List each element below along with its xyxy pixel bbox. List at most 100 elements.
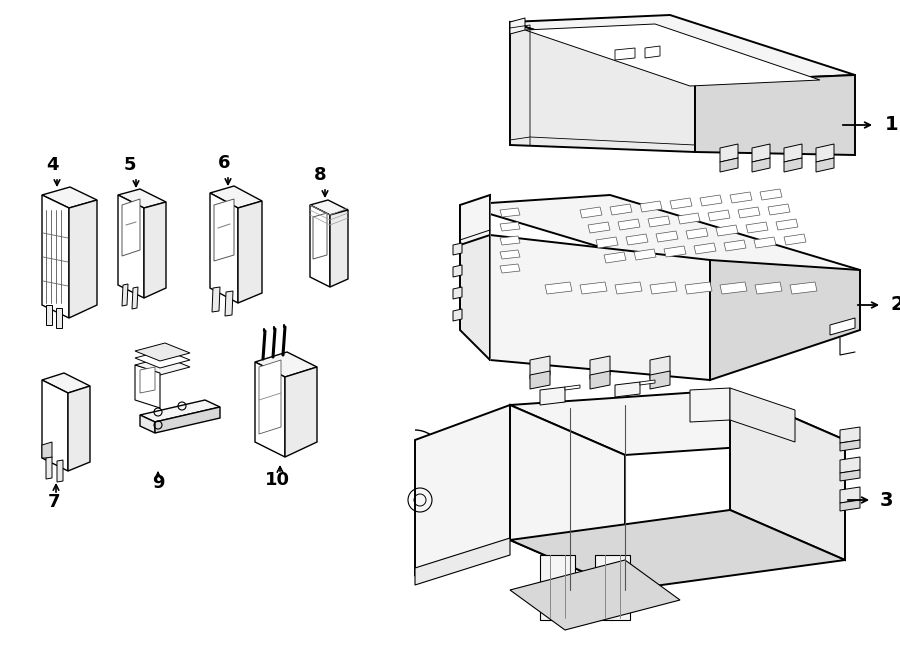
Polygon shape (678, 213, 700, 224)
Polygon shape (700, 195, 722, 206)
Polygon shape (840, 427, 860, 443)
Polygon shape (545, 282, 572, 294)
Polygon shape (460, 195, 490, 245)
Polygon shape (580, 282, 607, 294)
Polygon shape (530, 371, 550, 389)
Polygon shape (310, 205, 330, 287)
Polygon shape (738, 207, 760, 218)
Polygon shape (580, 207, 602, 218)
Polygon shape (122, 199, 140, 256)
Text: 2: 2 (890, 295, 900, 315)
Polygon shape (42, 442, 52, 458)
Polygon shape (640, 380, 655, 385)
Polygon shape (670, 198, 692, 209)
Polygon shape (720, 158, 738, 172)
Polygon shape (840, 470, 860, 481)
Polygon shape (610, 204, 632, 215)
Polygon shape (540, 555, 575, 620)
Text: 9: 9 (152, 474, 164, 492)
Polygon shape (760, 189, 782, 200)
Polygon shape (42, 380, 68, 471)
Polygon shape (225, 291, 233, 316)
Polygon shape (212, 287, 220, 312)
Polygon shape (238, 201, 262, 303)
Polygon shape (460, 195, 860, 280)
Polygon shape (135, 357, 190, 375)
Polygon shape (255, 352, 317, 377)
Polygon shape (640, 201, 662, 212)
Polygon shape (415, 538, 510, 585)
Polygon shape (140, 415, 155, 433)
Polygon shape (634, 249, 656, 260)
Polygon shape (510, 18, 525, 34)
Polygon shape (690, 388, 730, 422)
Polygon shape (645, 46, 660, 58)
Polygon shape (840, 440, 860, 451)
Polygon shape (255, 362, 285, 457)
Polygon shape (500, 264, 520, 273)
Polygon shape (118, 195, 144, 298)
Polygon shape (42, 187, 97, 208)
Text: 6: 6 (218, 154, 230, 172)
Polygon shape (615, 48, 635, 60)
Polygon shape (490, 235, 710, 380)
Polygon shape (588, 222, 610, 233)
Polygon shape (648, 216, 670, 227)
Polygon shape (565, 385, 580, 390)
Polygon shape (155, 407, 220, 433)
Polygon shape (730, 192, 752, 203)
Polygon shape (784, 234, 806, 245)
Polygon shape (210, 193, 238, 303)
Polygon shape (754, 237, 776, 248)
Polygon shape (650, 356, 670, 379)
Polygon shape (816, 144, 834, 162)
Polygon shape (604, 252, 626, 263)
Polygon shape (510, 560, 680, 630)
Polygon shape (752, 158, 770, 172)
Polygon shape (310, 200, 348, 215)
Polygon shape (724, 240, 746, 251)
Polygon shape (746, 222, 768, 233)
Polygon shape (664, 246, 686, 257)
Polygon shape (122, 284, 128, 306)
Polygon shape (790, 282, 817, 294)
Text: 3: 3 (880, 490, 894, 510)
Polygon shape (46, 457, 52, 479)
Polygon shape (140, 367, 155, 393)
Polygon shape (510, 15, 855, 82)
Text: 7: 7 (48, 493, 60, 511)
Polygon shape (755, 282, 782, 294)
Polygon shape (656, 231, 678, 242)
Polygon shape (752, 144, 770, 162)
Polygon shape (695, 75, 855, 155)
Text: 1: 1 (885, 116, 898, 134)
Polygon shape (615, 382, 640, 397)
Polygon shape (500, 250, 520, 259)
Polygon shape (720, 282, 747, 294)
Polygon shape (214, 199, 234, 261)
Polygon shape (596, 237, 618, 248)
Polygon shape (135, 365, 160, 408)
Polygon shape (816, 158, 834, 172)
Polygon shape (615, 282, 642, 294)
Polygon shape (685, 282, 712, 294)
Polygon shape (285, 367, 317, 457)
Polygon shape (46, 305, 52, 325)
Polygon shape (57, 460, 63, 482)
Polygon shape (730, 390, 845, 560)
Polygon shape (56, 308, 62, 328)
Polygon shape (140, 400, 220, 422)
Polygon shape (590, 356, 610, 379)
Text: 8: 8 (314, 166, 327, 184)
Polygon shape (118, 189, 166, 208)
Polygon shape (510, 405, 625, 590)
Polygon shape (415, 405, 510, 575)
Polygon shape (330, 210, 348, 287)
Polygon shape (525, 24, 820, 86)
Text: 5: 5 (124, 156, 136, 174)
Polygon shape (776, 219, 798, 230)
Polygon shape (135, 350, 190, 368)
Polygon shape (453, 309, 462, 321)
Polygon shape (460, 205, 490, 360)
Polygon shape (708, 210, 730, 221)
